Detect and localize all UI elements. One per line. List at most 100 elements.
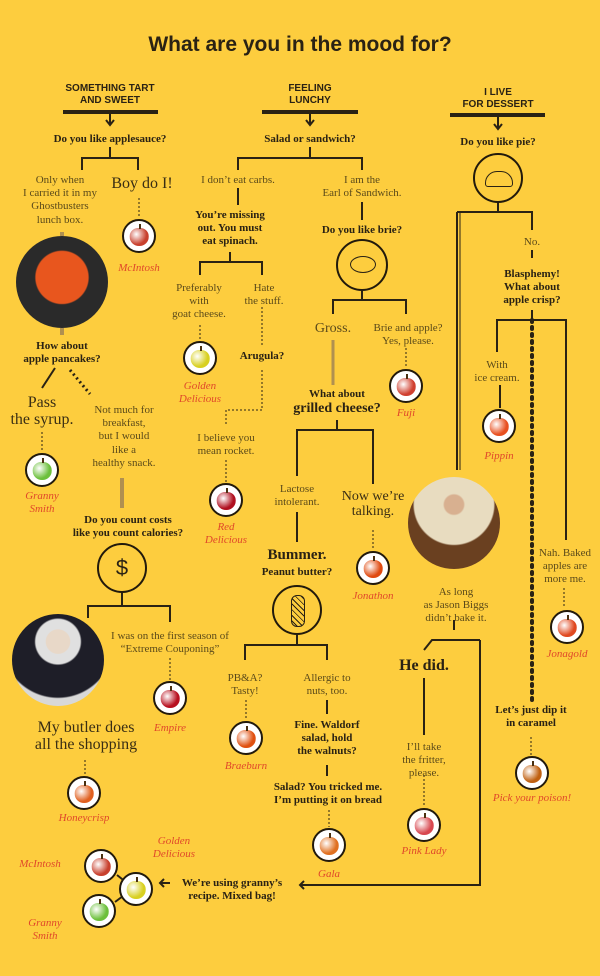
- apple-mix-mcintosh-icon: [84, 849, 118, 883]
- bummer-text: Bummer.: [267, 547, 327, 563]
- apple-fruit: [414, 816, 434, 835]
- answer-extreme-couponing: I was on the first season of “Extreme Co…: [111, 630, 229, 656]
- apple-stem: [532, 761, 534, 766]
- apple-granny1-icon: [25, 453, 59, 487]
- apple-fruit: [126, 880, 146, 899]
- apple-stem: [499, 414, 501, 419]
- answer-now-talking: Now we’re talking.: [341, 489, 405, 519]
- header-tart-and-sweet: SOMETHING TART AND SWEET: [65, 83, 155, 106]
- apple-fruit: [160, 689, 180, 708]
- apple-stem: [84, 781, 86, 786]
- page-title: What are you in the mood for?: [148, 33, 452, 56]
- apple-stem: [42, 458, 44, 463]
- apple-jonagold-icon: [550, 610, 584, 644]
- apple-label-mcintosh: McIntosh: [118, 262, 160, 274]
- header-dessert: I LIVE FOR DESSERT: [462, 87, 534, 110]
- apple-label-mix-golden: Golden Delicious: [152, 835, 196, 861]
- apple-fuji-icon: [389, 369, 423, 403]
- answer-ice-cream: With ice cream.: [474, 359, 520, 385]
- question-brie: Do you like brie?: [321, 224, 403, 236]
- answer-rocket: I believe you mean rocket.: [197, 432, 255, 458]
- apple-fruit: [89, 902, 109, 921]
- apple-pinklady-icon: [407, 808, 441, 842]
- apple-fruit: [190, 349, 210, 368]
- apple-label-mix-granny: Granny Smith: [28, 917, 62, 943]
- apple-fruit: [396, 377, 416, 396]
- apple-stem: [329, 833, 331, 838]
- question-pie: Do you like pie?: [460, 136, 536, 148]
- jason-biggs-photo: [408, 477, 500, 569]
- apple-braeburn-icon: [229, 721, 263, 755]
- answer-earl-of-sandwich: I am the Earl of Sandwich.: [322, 174, 402, 200]
- apple-label-red: Red Delicious: [204, 521, 248, 547]
- mixed-bag-text: We’re using granny’s recipe. Mixed bag!: [181, 877, 283, 903]
- apple-label-braeburn: Braeburn: [224, 760, 268, 772]
- answer-tricked: Salad? You tricked me. I’m putting it on…: [273, 781, 383, 807]
- apple-fruit: [129, 227, 149, 246]
- apple-label-fuji: Fuji: [396, 407, 416, 419]
- apple-label-mix-mcintosh: McIntosh: [19, 858, 61, 870]
- apple-label-golden: Golden Delicious: [178, 380, 222, 406]
- answer-butler-shopping: My butler does all the shopping: [34, 719, 138, 753]
- answer-lactose-intolerant: Lactose intolerant.: [274, 483, 320, 509]
- apple-mix-granny-icon: [82, 894, 116, 928]
- apple-stem: [170, 686, 172, 691]
- money-bag-icon: $: [97, 543, 147, 593]
- answer-goat-cheese: Preferably with goat cheese.: [172, 282, 226, 321]
- apple-stem: [567, 615, 569, 620]
- answer-lunchbox: Only when I carried it in my Ghostbuster…: [23, 174, 97, 226]
- answer-pba-tasty: PB&A? Tasty!: [227, 672, 263, 698]
- question-salad-or-sandwich: Salad or sandwich?: [264, 133, 356, 145]
- apple-fruit: [489, 417, 509, 436]
- ghostbusters-lunchbox-photo: [16, 236, 108, 328]
- question-peanut-butter: Peanut butter?: [261, 566, 333, 578]
- apple-label-poison: Pick your poison!: [492, 792, 572, 804]
- apple-pippin-icon: [482, 409, 516, 443]
- answer-healthy-snack: Not much for breakfast, but I would like…: [92, 404, 156, 469]
- apple-label-empire: Empire: [154, 722, 186, 734]
- apple-fruit: [32, 461, 52, 480]
- apple-fruit: [74, 784, 94, 803]
- question-applesauce: Do you like applesauce?: [53, 133, 167, 145]
- apple-label-honeycrisp: Honeycrisp: [58, 812, 110, 824]
- answer-fritter: I’ll take the fritter, please.: [402, 741, 446, 780]
- apple-golden-icon: [183, 341, 217, 375]
- apple-stem: [424, 813, 426, 818]
- apple-stem: [101, 854, 103, 859]
- question-pancakes: How about apple pancakes?: [23, 340, 101, 366]
- answer-brie-and-apple: Brie and apple? Yes, please.: [373, 322, 443, 348]
- pie-icon: [473, 153, 523, 203]
- peanut-icon: [272, 585, 322, 635]
- apple-label-jonathon: Jonathon: [352, 590, 394, 602]
- apple-fruit: [91, 857, 111, 876]
- apple-honeycrisp-icon: [67, 776, 101, 810]
- question-grilled-cheese: What about grilled cheese?: [293, 388, 380, 418]
- answer-jason-biggs: As long as Jason Biggs didn’t bake it.: [423, 586, 489, 625]
- answer-boy-do-i: Boy do I!: [111, 175, 173, 192]
- apple-fruit: [216, 491, 236, 510]
- apple-fruit: [522, 764, 542, 783]
- apple-label-jonagold: Jonagold: [546, 648, 588, 660]
- apple-gala-icon: [312, 828, 346, 862]
- answer-no-carbs: I don’t eat carbs.: [201, 174, 275, 186]
- apple-fruit: [236, 729, 256, 748]
- apple-stem: [200, 346, 202, 351]
- answer-gross: Gross.: [314, 321, 352, 336]
- question-waldorf: Fine. Waldorf salad, hold the walnuts?: [294, 719, 360, 758]
- apple-mix-golden-icon: [119, 872, 153, 906]
- answer-allergic: Allergic to nuts, too.: [303, 672, 351, 698]
- apple-stem: [373, 556, 375, 561]
- question-grilled-line2: grilled cheese?: [293, 401, 381, 417]
- apple-stem: [246, 726, 248, 731]
- apple-red-icon: [209, 483, 243, 517]
- apple-label-granny1: Granny Smith: [25, 490, 59, 516]
- answer-baked-apples: Nah. Baked apples are more me.: [539, 547, 591, 586]
- apple-stem: [406, 374, 408, 379]
- question-apple-crisp: Blasphemy! What about apple crisp?: [503, 268, 561, 307]
- he-did-text: He did.: [399, 657, 449, 674]
- cheese-wheel-icon: [336, 239, 388, 291]
- apple-fruit: [319, 836, 339, 855]
- apple-jonathon-icon: [356, 551, 390, 585]
- spinach-text: You’re missing out. You must eat spinach…: [195, 209, 265, 248]
